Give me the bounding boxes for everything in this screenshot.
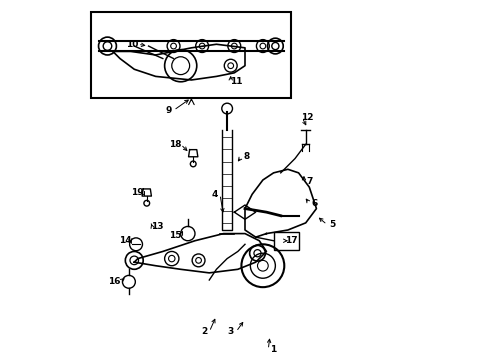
Text: 2: 2 bbox=[201, 327, 207, 336]
Text: 18: 18 bbox=[169, 140, 182, 149]
Text: 8: 8 bbox=[244, 152, 250, 161]
Text: 19: 19 bbox=[131, 188, 144, 197]
Text: 4: 4 bbox=[212, 190, 218, 199]
Text: 16: 16 bbox=[108, 277, 121, 286]
Text: 10: 10 bbox=[126, 40, 139, 49]
Bar bbox=[273, 232, 298, 249]
Text: 6: 6 bbox=[312, 199, 318, 208]
Text: 17: 17 bbox=[285, 236, 298, 245]
Bar bbox=[92, 12, 292, 98]
Text: 14: 14 bbox=[119, 236, 132, 245]
Text: 11: 11 bbox=[230, 77, 243, 86]
Text: 7: 7 bbox=[306, 177, 313, 186]
Text: 1: 1 bbox=[270, 345, 277, 354]
Text: 12: 12 bbox=[301, 113, 314, 122]
Text: 5: 5 bbox=[329, 220, 336, 229]
Text: 9: 9 bbox=[165, 106, 172, 115]
Text: 3: 3 bbox=[227, 327, 234, 336]
Text: 13: 13 bbox=[151, 222, 164, 231]
Text: 15: 15 bbox=[169, 231, 182, 240]
